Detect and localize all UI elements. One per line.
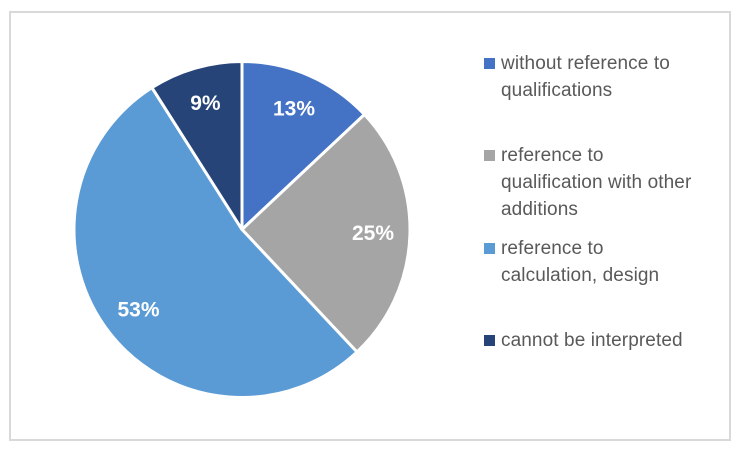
- legend-label: without reference to qualifications: [501, 53, 670, 101]
- legend-swatch-icon: [484, 58, 495, 69]
- legend-label: cannot be interpreted: [501, 330, 683, 352]
- pie-data-label-0: 13%: [273, 98, 315, 121]
- legend: without reference to qualifications refere…: [484, 0, 716, 453]
- legend-item-2: reference to calculation, design: [484, 235, 716, 289]
- pie-slice-2: [72, 86, 359, 399]
- legend-swatch-icon: [484, 335, 495, 347]
- legend-item-0: without reference to qualifications: [484, 50, 716, 104]
- legend-label: reference to calculation, design: [501, 237, 660, 286]
- legend-swatch-icon: [484, 242, 495, 254]
- legend-item-3: cannot be interpreted: [484, 327, 716, 354]
- pie-slice-3: [150, 60, 244, 231]
- legend-label: reference to qualification with other addi…: [501, 145, 692, 221]
- pie-data-label-3: 9%: [190, 92, 221, 115]
- pie-data-label-1: 25%: [352, 222, 394, 245]
- pie-data-label-2: 53%: [117, 298, 159, 321]
- pie-slice-0: [240, 60, 366, 231]
- legend-swatch-icon: [484, 150, 495, 162]
- legend-item-1: reference to qualification with other addi…: [484, 142, 716, 223]
- pie-slice-1: [240, 113, 412, 354]
